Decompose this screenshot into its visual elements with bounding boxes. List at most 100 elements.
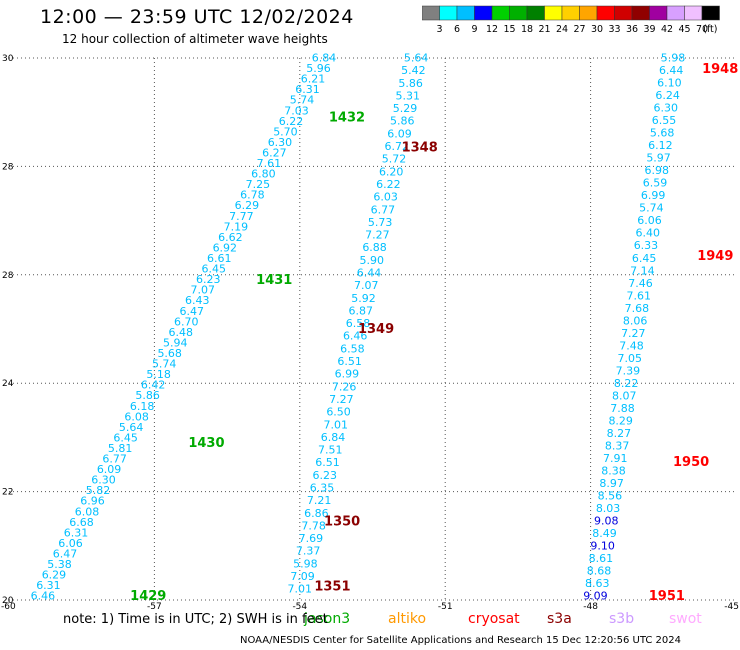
wave-height-value: 7.78 — [301, 519, 326, 532]
legend-entry-altiko: altiko — [388, 611, 427, 627]
color-tick-label: 70 — [696, 24, 708, 35]
pass-number-label: 1949 — [697, 249, 733, 264]
color-tick-label: 18 — [521, 24, 533, 35]
wave-height-value: 6.18 — [130, 400, 155, 413]
wave-height-value: 6.12 — [648, 139, 673, 152]
color-tick-label: 21 — [538, 24, 550, 35]
wave-height-value: 6.99 — [335, 368, 360, 381]
wave-height-value: 6.46 — [343, 330, 368, 343]
legend-entry-s3b: s3b — [609, 611, 635, 627]
wave-height-value: 6.80 — [251, 168, 276, 181]
wave-height-value: 6.29 — [42, 569, 67, 582]
wave-height-value: 6.03 — [373, 191, 398, 204]
footer-credit: NOAA/NESDIS Center for Satellite Applica… — [240, 635, 682, 646]
wave-height-value: 6.09 — [387, 127, 412, 140]
pass-number-label: 1348 — [402, 140, 438, 155]
wave-height-value: 6.59 — [643, 177, 668, 190]
wave-height-value: 8.97 — [599, 477, 624, 490]
wave-height-value: 5.74 — [152, 358, 177, 371]
wave-height-value: 8.03 — [596, 502, 621, 515]
wave-height-value: 6.31 — [295, 83, 320, 96]
wave-height-value: 5.98 — [293, 557, 318, 570]
wave-height-value: 8.49 — [592, 527, 617, 540]
wave-height-value: 7.27 — [621, 327, 646, 340]
wave-height-value: 6.30 — [91, 474, 116, 487]
wave-height-value: 6.45 — [113, 431, 138, 444]
color-tick-label: 27 — [573, 24, 585, 35]
wave-height-value: 5.64 — [119, 421, 144, 434]
color-tick-label: 39 — [643, 24, 655, 35]
wave-height-value: 7.09 — [290, 570, 315, 583]
wave-height-value: 6.08 — [75, 505, 100, 518]
pass-number-label: 1950 — [673, 455, 709, 470]
wave-height-value: 6.58 — [340, 342, 365, 355]
wave-height-value: 6.47 — [179, 305, 204, 318]
wave-height-value: 6.68 — [69, 516, 94, 529]
wave-height-value: 6.51 — [315, 456, 340, 469]
wave-height-value: 5.86 — [390, 115, 415, 128]
pass-number-label: 1349 — [358, 322, 394, 337]
wave-height-value: 6.70 — [174, 315, 199, 328]
wave-height-value: 6.31 — [36, 579, 61, 592]
wave-height-value: 8.37 — [605, 440, 630, 453]
wave-height-value: 7.07 — [191, 284, 216, 297]
wave-height-value: 6.23 — [196, 273, 221, 286]
wave-height-value: 5.98 — [661, 52, 686, 65]
wave-height-value: 8.22 — [614, 377, 639, 390]
wave-height-value: 6.88 — [362, 241, 387, 254]
wave-height-value: 7.77 — [229, 210, 254, 223]
wave-height-value: 6.50 — [326, 406, 351, 419]
y-tick-label: 28 — [2, 162, 14, 172]
wave-height-value: 7.88 — [610, 402, 635, 415]
wave-height-value: 7.37 — [296, 545, 321, 558]
wave-height-value: 5.73 — [368, 216, 393, 229]
wave-height-value: 6.33 — [634, 239, 659, 252]
wave-height-value: 7.91 — [603, 452, 628, 465]
wave-height-value: 6.44 — [659, 64, 684, 77]
wave-height-value: 6.20 — [379, 165, 404, 178]
wave-height-value: 5.72 — [382, 153, 407, 166]
wave-height-value: 5.68 — [157, 347, 182, 360]
color-tick-label: 42 — [661, 24, 673, 35]
wave-height-value: 6.30 — [654, 102, 679, 115]
wave-height-value: 6.96 — [80, 495, 105, 508]
x-tick-label: -51 — [438, 602, 453, 612]
wave-height-value: 6.35 — [310, 481, 335, 494]
color-swatch — [701, 5, 720, 21]
y-tick-label: 20 — [2, 596, 14, 606]
color-tick-label: 9 — [471, 24, 477, 35]
color-tick-label: 45 — [678, 24, 690, 35]
wave-height-value: 5.29 — [393, 102, 418, 115]
wave-height-value: 7.14 — [630, 264, 655, 277]
legend-entry-jason3: jason3 — [304, 611, 351, 627]
wave-height-value: 6.86 — [304, 507, 329, 520]
wave-height-value: 7.27 — [329, 393, 354, 406]
wave-height-value: 5.42 — [401, 64, 426, 77]
wave-height-value: 6.77 — [102, 453, 127, 466]
wave-height-value: 5.86 — [398, 77, 423, 90]
wave-height-value: 6.40 — [635, 227, 660, 240]
wave-height-value: 7.61 — [626, 289, 651, 302]
y-tick-label: 28 — [2, 271, 14, 281]
color-tick-label: 36 — [626, 24, 638, 35]
wave-height-value: 6.43 — [185, 294, 210, 307]
wave-height-value: 5.70 — [273, 125, 298, 138]
wave-height-value: 6.45 — [202, 263, 227, 276]
wave-height-value: 7.05 — [617, 352, 642, 365]
wave-height-value: 6.55 — [652, 114, 677, 127]
wave-height-value: 6.06 — [637, 214, 662, 227]
x-tick-label: -54 — [292, 602, 307, 612]
wave-height-value: 8.06 — [623, 314, 648, 327]
wave-height-value: 6.09 — [97, 463, 122, 476]
wave-height-value: 6.62 — [218, 231, 243, 244]
color-tick-label: 15 — [503, 24, 515, 35]
pass-number-label: 1350 — [324, 514, 360, 529]
x-tick-label: -48 — [583, 602, 598, 612]
wave-height-value: 6.22 — [376, 178, 401, 191]
wave-height-value: 8.63 — [585, 577, 610, 590]
y-tick-label: 30 — [2, 54, 14, 64]
wave-height-value: 5.96 — [306, 62, 331, 75]
pass-number-label: 1431 — [256, 273, 292, 288]
wave-height-value: 6.08 — [124, 410, 149, 423]
